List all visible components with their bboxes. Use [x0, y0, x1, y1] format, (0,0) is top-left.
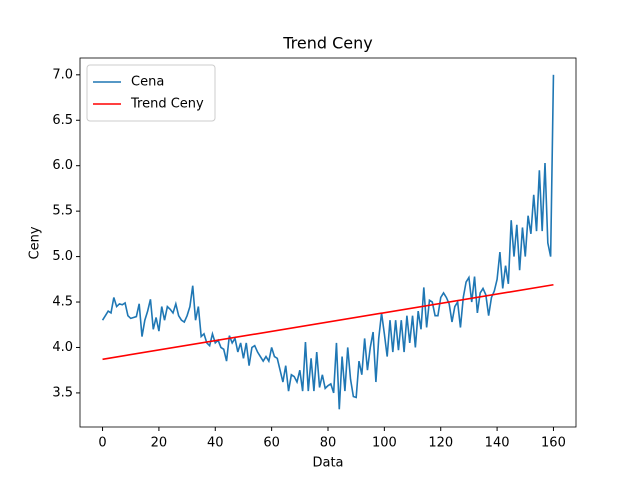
x-tick-label: 160 [541, 436, 566, 451]
y-tick-label: 5.5 [52, 204, 73, 219]
legend-label: Cena [131, 75, 164, 90]
legend-label: Trend Ceny [130, 97, 204, 112]
y-axis-label: Ceny [28, 226, 43, 259]
legend-box [86, 64, 216, 122]
x-tick-label: 140 [485, 436, 510, 451]
y-tick-label: 6.0 [52, 158, 73, 173]
y-tick-label: 7.0 [52, 67, 73, 82]
x-tick-label: 20 [151, 436, 168, 451]
y-tick-label: 3.5 [52, 385, 73, 400]
x-tick-label: 100 [372, 436, 397, 451]
plot-frame [79, 57, 577, 428]
chart-title: Trend Ceny [282, 34, 373, 53]
x-tick-label: 80 [320, 436, 337, 451]
y-tick-label: 6.5 [52, 113, 73, 128]
y-tick-label: 4.5 [52, 295, 73, 310]
data-line [101, 74, 555, 410]
x-axis-label: Data [312, 456, 343, 471]
y-tick-label: 4.0 [52, 340, 73, 355]
data-line [102, 283, 554, 361]
x-tick-label: 60 [263, 436, 280, 451]
x-tick-label: 0 [98, 436, 106, 451]
y-tick-label: 5.0 [52, 249, 73, 264]
x-tick-label: 120 [428, 436, 453, 451]
x-tick-label: 40 [207, 436, 224, 451]
